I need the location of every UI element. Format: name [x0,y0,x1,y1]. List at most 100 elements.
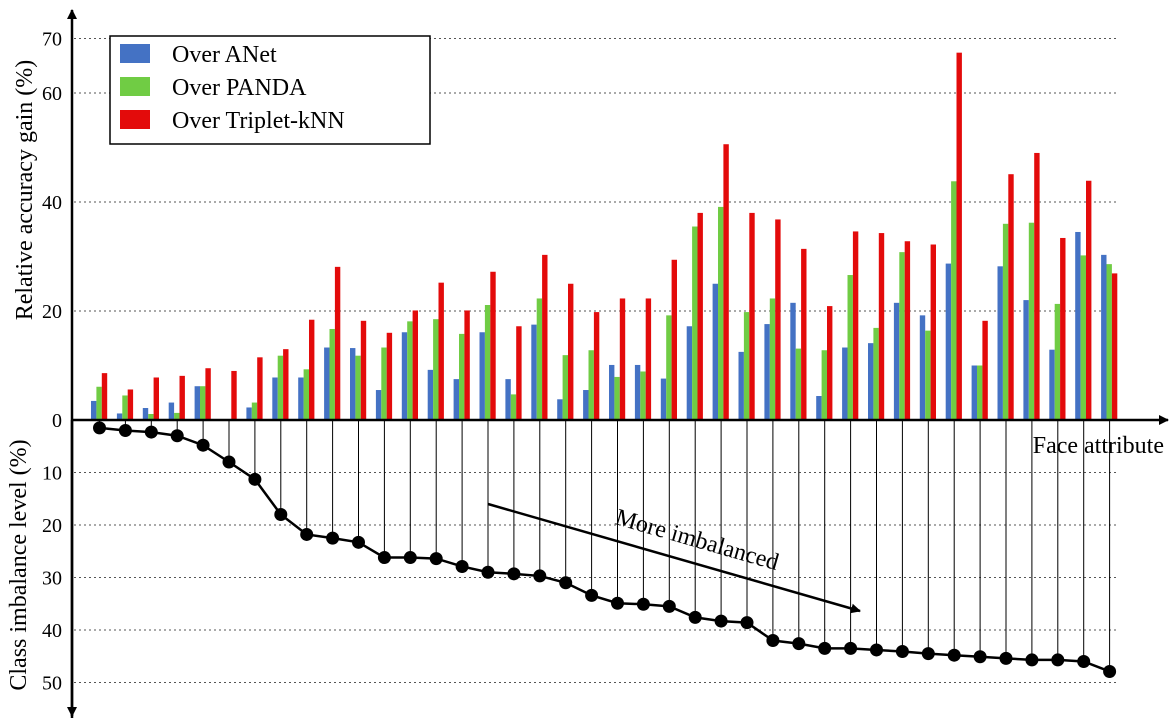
imbalance-point [352,535,365,549]
bar [1028,222,1035,420]
imbalance-points [93,421,1117,678]
bar [634,364,641,420]
bar [401,332,408,420]
bar [122,395,128,420]
imbalance-point [377,551,391,565]
bar [179,375,185,420]
bar [283,349,289,420]
bar [925,330,931,420]
bar [738,351,744,420]
bar [971,365,977,420]
bar [484,305,491,420]
bar [666,315,672,420]
bar [1106,264,1112,420]
bar [510,394,517,420]
imbalance-point [248,472,262,486]
bar [614,376,620,420]
imbalance-tick-label: 10 [42,463,62,485]
bar [1008,174,1014,420]
bar [723,144,729,421]
bar [531,324,537,420]
bar [438,282,444,420]
gain-tick-label: 70 [42,29,62,51]
bar [821,350,827,420]
bar [277,355,284,420]
bar [412,310,418,420]
bar [692,226,698,420]
bar [334,266,341,420]
imbalance-tick-label: 50 [42,673,62,695]
imbalance-point [429,552,443,566]
bar [640,371,646,420]
bar [516,326,522,420]
bar [91,400,97,420]
imbalance-gridlines [74,472,1118,683]
imbalance-point [999,651,1013,665]
imbalance-point [274,508,288,521]
bar [743,312,750,420]
imbalance-point [533,569,547,583]
bar [562,355,568,420]
imbalance-tick-labels: 10 20 30 40 50 [42,463,62,695]
legend-swatch [120,77,150,96]
legend-label: Over Triplet-kNN [172,108,345,134]
bar [381,347,387,420]
imbalance-point [792,637,806,651]
bar [686,326,693,420]
imbalance-point [144,425,158,439]
legend-box [109,35,431,145]
bar [609,364,615,420]
imbalance-point [222,455,236,469]
bar [303,369,309,420]
imbalance-point [196,438,210,452]
gain-tick-labels: 0 20 40 60 70 [42,29,62,433]
bar [1034,152,1040,420]
imbalance-point [895,645,909,659]
bar [697,212,703,420]
bar [251,402,258,420]
imbalance-point [973,650,987,664]
bar [1101,254,1107,420]
bar [873,327,879,420]
imbalance-point [93,421,106,435]
bar [407,321,413,420]
imbalance-point [714,614,728,628]
bar [542,254,548,420]
bar [459,333,465,420]
legend-label: Over PANDA [172,75,307,101]
legend-label: Over ANet [172,42,277,68]
bar [194,386,200,420]
legend-swatch [120,44,150,63]
imbalance-point [611,596,624,610]
imbalance-droplines [99,420,1111,672]
imbalance-point [688,610,702,624]
imbalance-point [766,634,780,647]
bar [712,283,718,420]
imbalance-point [870,643,883,657]
bar [427,369,434,420]
imbalance-tick-label: 20 [42,515,62,537]
bar [272,377,278,420]
bar [453,379,459,420]
gain-tick-label: 20 [42,301,62,323]
bar [1086,180,1092,420]
imbalance-point [740,616,754,630]
imbalance-point [636,597,650,611]
bar [1060,237,1066,420]
bar [205,368,211,420]
imbalance-point [481,565,495,579]
imbalance-point [947,648,961,662]
bar [200,386,206,420]
bar [878,233,885,420]
imbalance-point [662,599,676,613]
bar [982,320,988,420]
bar [96,386,102,420]
bar [1054,303,1061,420]
bar [764,324,770,420]
imbalance-point [170,429,184,443]
bar [464,310,470,420]
bar [1049,349,1055,420]
bar [852,231,859,420]
bar [350,348,356,420]
bar [842,347,848,420]
